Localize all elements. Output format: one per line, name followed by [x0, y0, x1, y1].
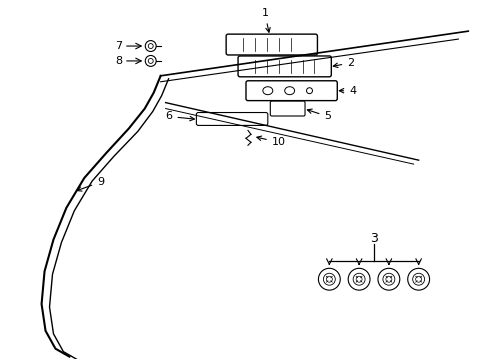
Ellipse shape [284, 87, 294, 95]
FancyBboxPatch shape [245, 81, 337, 100]
Text: 8: 8 [115, 56, 122, 66]
Ellipse shape [263, 87, 272, 95]
Circle shape [385, 276, 391, 282]
Text: 6: 6 [165, 112, 194, 121]
Circle shape [377, 268, 399, 290]
Circle shape [325, 276, 332, 282]
Circle shape [355, 276, 361, 282]
FancyBboxPatch shape [225, 34, 317, 55]
Text: 2: 2 [333, 58, 354, 68]
Circle shape [306, 88, 312, 94]
Text: 7: 7 [115, 41, 122, 51]
Circle shape [145, 41, 156, 51]
Text: 9: 9 [77, 177, 104, 191]
Text: 1: 1 [261, 8, 270, 32]
Circle shape [415, 276, 421, 282]
Circle shape [323, 273, 335, 285]
Circle shape [347, 268, 369, 290]
Text: 4: 4 [339, 86, 356, 96]
Circle shape [407, 268, 428, 290]
Circle shape [148, 58, 153, 63]
Text: 5: 5 [307, 109, 331, 121]
Text: 10: 10 [256, 136, 285, 147]
Circle shape [412, 273, 424, 285]
Circle shape [382, 273, 394, 285]
Circle shape [145, 55, 156, 66]
Circle shape [352, 273, 365, 285]
FancyBboxPatch shape [270, 101, 305, 116]
Text: 3: 3 [369, 232, 377, 245]
FancyBboxPatch shape [238, 56, 331, 77]
Circle shape [318, 268, 340, 290]
FancyBboxPatch shape [196, 113, 267, 125]
Circle shape [148, 44, 153, 49]
